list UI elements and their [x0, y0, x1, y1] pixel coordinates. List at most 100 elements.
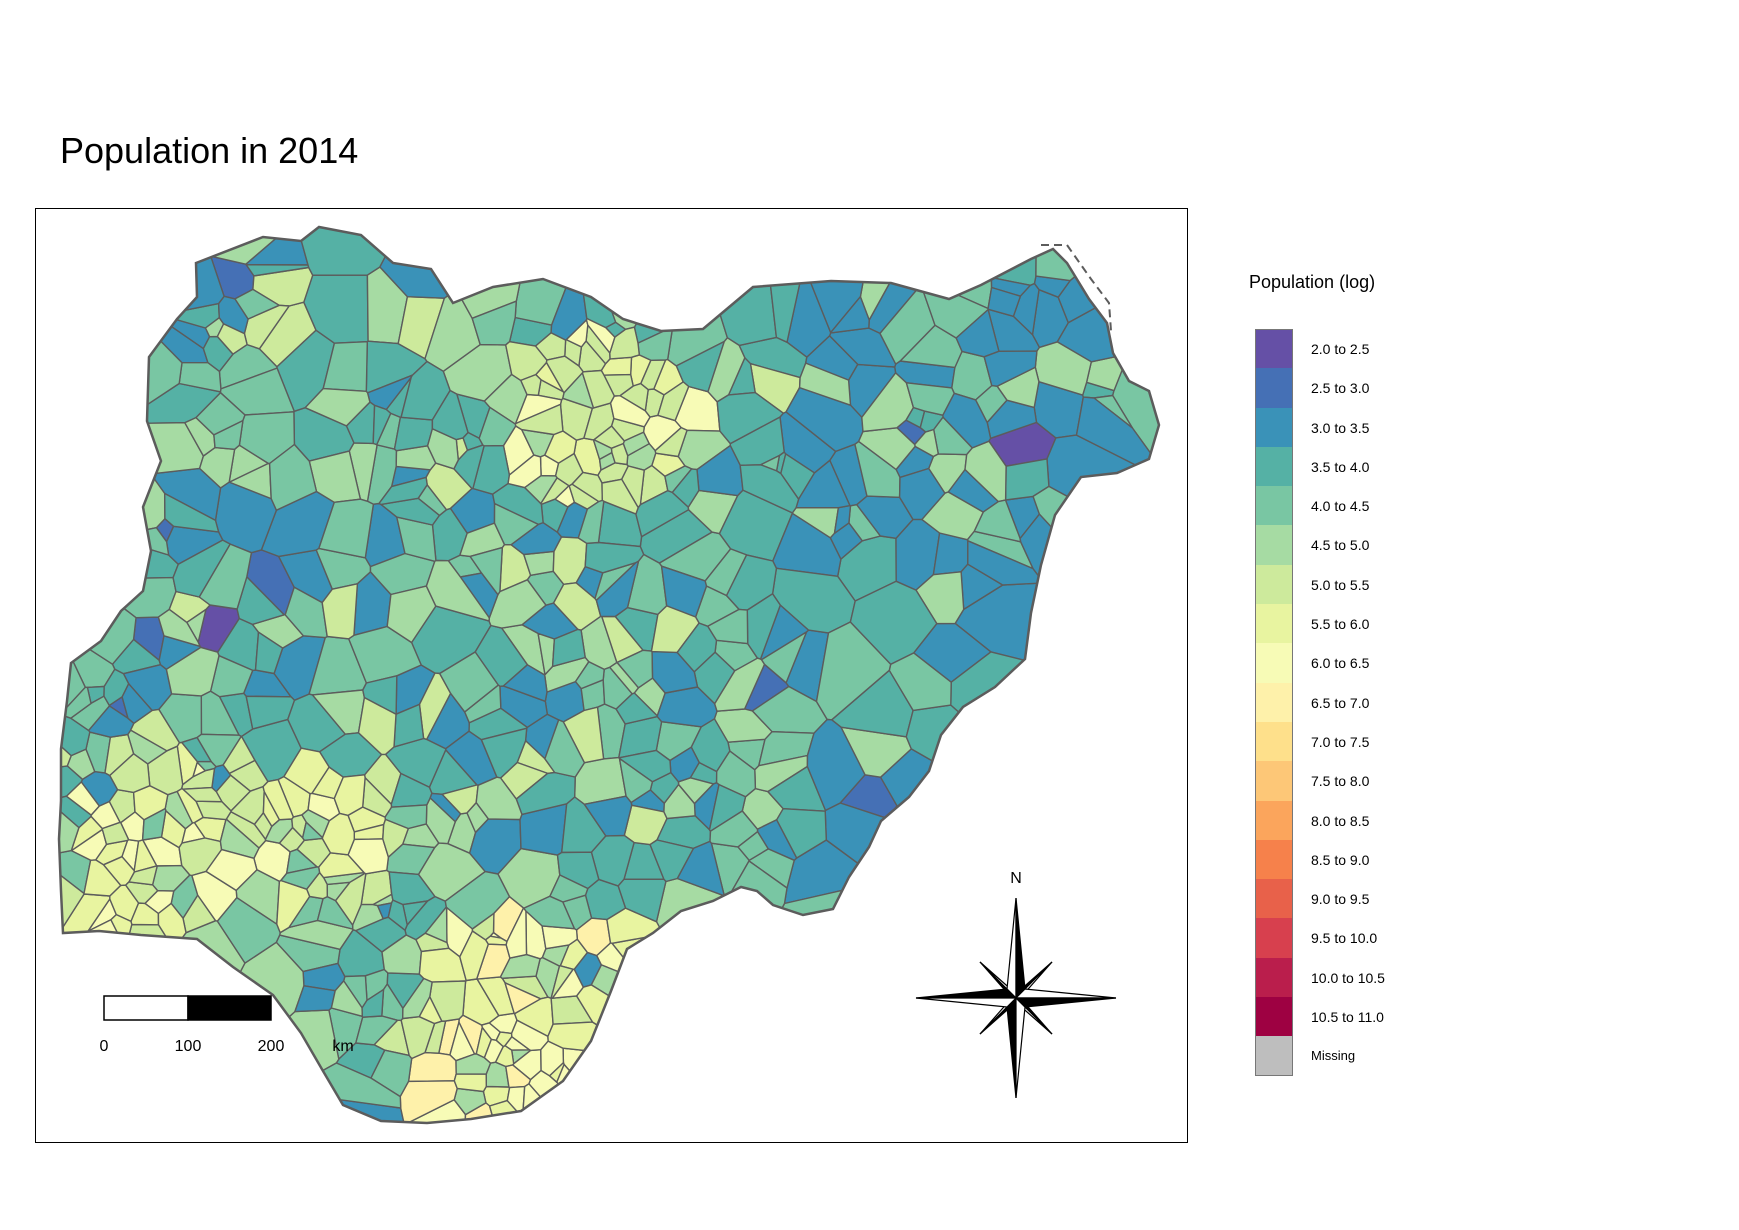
- admin-region[interactable]: [690, 718, 731, 773]
- admin-region[interactable]: [469, 546, 503, 596]
- admin-region[interactable]: [987, 286, 1022, 317]
- admin-region[interactable]: [806, 718, 866, 812]
- admin-region[interactable]: [415, 932, 450, 953]
- admin-region[interactable]: [655, 877, 753, 1014]
- admin-region[interactable]: [109, 527, 170, 556]
- admin-region[interactable]: [502, 664, 548, 702]
- admin-region[interactable]: [577, 499, 605, 544]
- admin-region[interactable]: [707, 608, 749, 645]
- admin-region[interactable]: [708, 783, 747, 832]
- admin-region[interactable]: [164, 492, 220, 533]
- admin-region[interactable]: [593, 425, 625, 449]
- admin-region[interactable]: [493, 502, 539, 546]
- admin-region[interactable]: [387, 899, 408, 931]
- admin-region[interactable]: [355, 1015, 399, 1046]
- admin-region[interactable]: [254, 631, 284, 675]
- admin-region[interactable]: [301, 821, 324, 841]
- admin-region[interactable]: [429, 792, 462, 823]
- admin-region[interactable]: [222, 735, 256, 775]
- admin-region[interactable]: [475, 776, 523, 821]
- admin-region[interactable]: [520, 373, 542, 396]
- admin-region[interactable]: [650, 605, 700, 654]
- admin-region[interactable]: [182, 786, 223, 803]
- admin-region[interactable]: [141, 920, 246, 1141]
- admin-region[interactable]: [70, 422, 205, 475]
- admin-region[interactable]: [157, 608, 201, 647]
- admin-region[interactable]: [36, 919, 127, 1141]
- admin-region[interactable]: [830, 296, 870, 334]
- admin-region[interactable]: [294, 985, 336, 1013]
- admin-region[interactable]: [983, 350, 1038, 387]
- admin-region[interactable]: [103, 668, 130, 707]
- admin-region[interactable]: [424, 906, 448, 944]
- admin-region[interactable]: [829, 522, 863, 560]
- admin-region[interactable]: [595, 560, 640, 618]
- admin-region[interactable]: [551, 968, 584, 999]
- admin-region[interactable]: [304, 387, 371, 427]
- admin-region[interactable]: [198, 543, 253, 610]
- admin-region[interactable]: [611, 933, 718, 999]
- admin-region[interactable]: [654, 426, 688, 458]
- admin-region[interactable]: [181, 736, 212, 763]
- admin-region[interactable]: [151, 1009, 340, 1141]
- admin-region[interactable]: [514, 393, 563, 425]
- admin-region[interactable]: [36, 800, 80, 858]
- admin-region[interactable]: [345, 401, 376, 445]
- admin-region[interactable]: [1019, 513, 1159, 644]
- admin-region[interactable]: [262, 778, 295, 821]
- admin-region[interactable]: [431, 389, 469, 441]
- admin-region[interactable]: [283, 1062, 402, 1109]
- admin-region[interactable]: [524, 475, 558, 505]
- admin-region[interactable]: [657, 381, 690, 422]
- admin-region[interactable]: [83, 859, 122, 897]
- admin-region[interactable]: [109, 753, 151, 794]
- admin-region[interactable]: [747, 881, 1133, 1141]
- admin-region[interactable]: [617, 878, 667, 923]
- admin-region[interactable]: [380, 497, 441, 526]
- admin-region[interactable]: [609, 661, 640, 695]
- admin-region[interactable]: [213, 419, 244, 450]
- admin-region[interactable]: [372, 404, 392, 446]
- admin-region[interactable]: [603, 373, 634, 397]
- admin-region[interactable]: [504, 982, 542, 1015]
- admin-region[interactable]: [975, 384, 1008, 424]
- admin-region[interactable]: [739, 464, 800, 514]
- admin-region[interactable]: [283, 747, 330, 795]
- admin-region[interactable]: [737, 831, 769, 861]
- admin-region[interactable]: [384, 804, 428, 830]
- admin-region[interactable]: [90, 800, 121, 830]
- admin-region[interactable]: [393, 416, 434, 452]
- admin-region[interactable]: [562, 1047, 637, 1141]
- admin-region[interactable]: [874, 805, 1186, 1141]
- admin-region[interactable]: [378, 476, 428, 506]
- map-canvas[interactable]: 0 100 200 km N: [36, 209, 1186, 1141]
- admin-region[interactable]: [660, 565, 708, 618]
- admin-region[interactable]: [417, 842, 486, 902]
- admin-region[interactable]: [478, 406, 517, 447]
- admin-region[interactable]: [439, 651, 499, 713]
- admin-region[interactable]: [36, 765, 84, 802]
- admin-region[interactable]: [379, 211, 490, 299]
- admin-region[interactable]: [453, 1073, 487, 1093]
- admin-region[interactable]: [905, 704, 1092, 831]
- admin-region[interactable]: [898, 467, 946, 521]
- admin-region[interactable]: [402, 977, 433, 1020]
- admin-region[interactable]: [618, 757, 654, 804]
- admin-region[interactable]: [280, 866, 321, 890]
- admin-region[interactable]: [610, 442, 629, 466]
- admin-region[interactable]: [357, 696, 397, 756]
- admin-region[interactable]: [776, 808, 827, 859]
- admin-region[interactable]: [1057, 211, 1186, 324]
- admin-region[interactable]: [760, 631, 808, 684]
- admin-region[interactable]: [141, 807, 167, 841]
- admin-region[interactable]: [849, 580, 938, 665]
- admin-region[interactable]: [425, 559, 490, 622]
- admin-region[interactable]: [90, 923, 175, 1142]
- admin-region[interactable]: [318, 732, 383, 778]
- admin-region[interactable]: [528, 1069, 609, 1142]
- admin-region[interactable]: [85, 576, 177, 619]
- admin-region[interactable]: [121, 683, 153, 724]
- admin-region[interactable]: [521, 1083, 580, 1141]
- admin-region[interactable]: [545, 355, 584, 394]
- admin-region[interactable]: [361, 988, 385, 1018]
